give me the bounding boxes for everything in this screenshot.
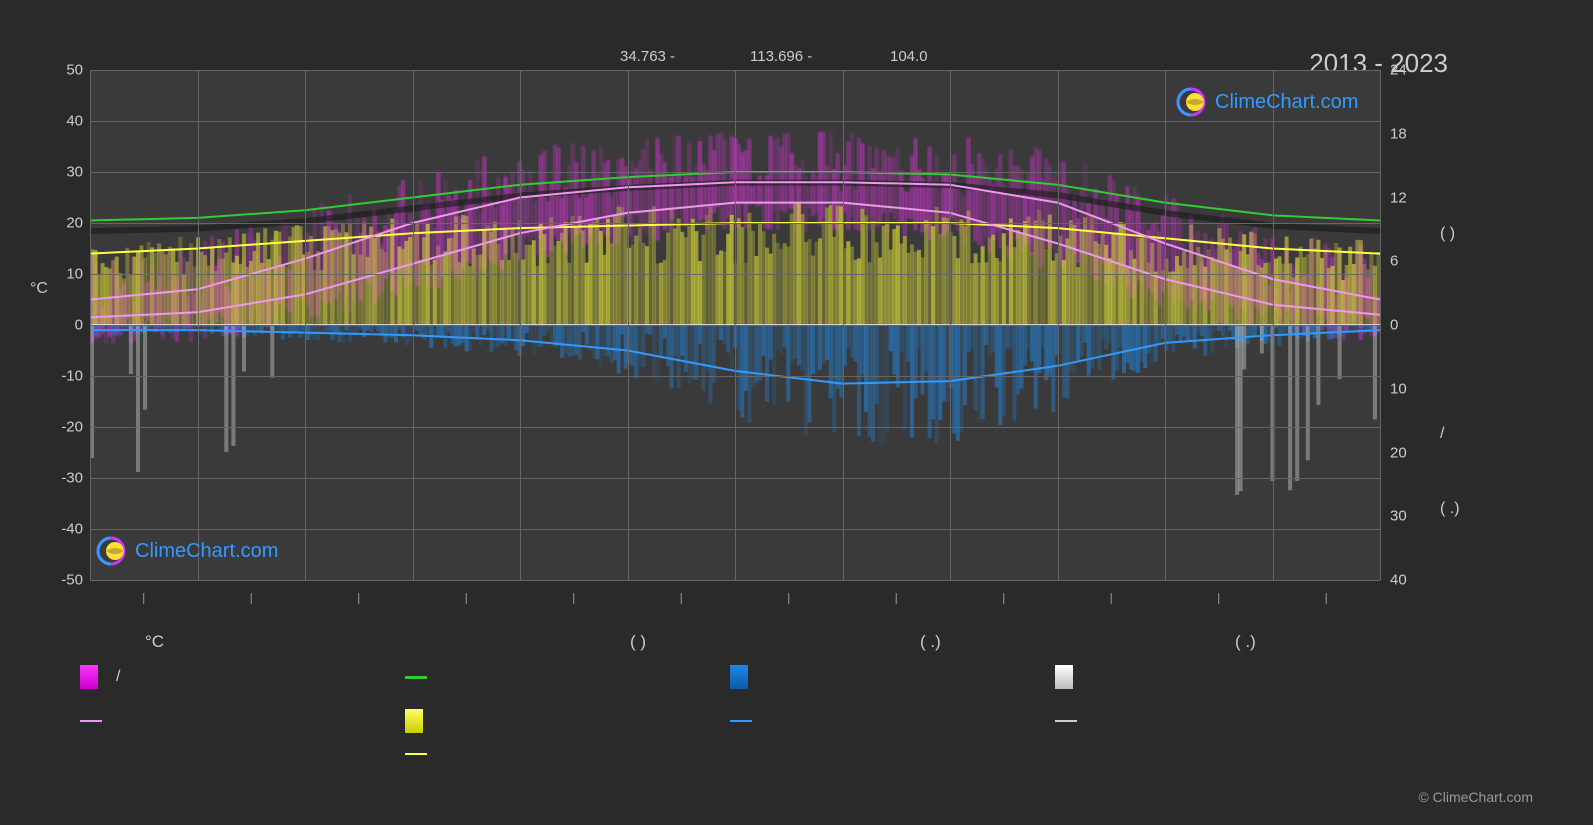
y-tick-right: 40: [1390, 572, 1430, 589]
month-label: 丨: [460, 590, 472, 607]
month-label: 丨: [138, 590, 150, 607]
logo-icon: [95, 535, 127, 567]
legend-label: /: [116, 668, 120, 686]
grid-line: [628, 70, 629, 580]
header-lat: 34.763 -: [620, 48, 675, 65]
legend-item: /: [80, 665, 405, 689]
month-label: 丨: [1213, 590, 1225, 607]
right-axis-bot-label: ( .): [1440, 500, 1460, 518]
month-label: 丨: [568, 590, 580, 607]
legend-item: [1055, 709, 1380, 733]
legend-swatch: [730, 720, 752, 722]
grid-line: [843, 70, 844, 580]
legend-item: [80, 753, 405, 755]
legend-swatch: [1055, 665, 1073, 689]
y-tick-right: 12: [1390, 189, 1430, 206]
grid-line: [1273, 70, 1274, 580]
legend-swatch: [405, 709, 423, 733]
month-label: 丨: [1320, 590, 1332, 607]
month-label: 丨: [890, 590, 902, 607]
footer-copyright: © ClimeChart.com: [1418, 789, 1533, 805]
grid-line: [520, 70, 521, 580]
y-tick-left: 20: [43, 215, 83, 232]
grid-line: [305, 70, 306, 580]
legend-header-2: ( ): [630, 632, 646, 652]
y-tick-right: 10: [1390, 380, 1430, 397]
grid-line: [90, 70, 91, 580]
y-tick-left: -40: [43, 521, 83, 538]
grid-line: [198, 70, 199, 580]
y-tick-right: 20: [1390, 444, 1430, 461]
y-tick-right: 6: [1390, 253, 1430, 270]
y-tick-left: -50: [43, 572, 83, 589]
legend-header-3: ( .): [920, 632, 941, 652]
y-axis-left-title: °C: [30, 280, 48, 298]
logo-bottom: ClimeChart.com: [95, 535, 278, 567]
legend-swatch: [80, 720, 102, 722]
right-axis-top-label: ( ): [1440, 225, 1455, 243]
month-label: 丨: [245, 590, 257, 607]
grid-line: [90, 580, 1380, 581]
legend-swatch: [405, 753, 427, 755]
legend-item: [730, 665, 1055, 689]
right-axis-slash: /: [1440, 425, 1444, 443]
grid-line: [950, 70, 951, 580]
legend-swatch: [1055, 720, 1077, 722]
month-label: 丨: [675, 590, 687, 607]
legend-item: [405, 709, 730, 733]
y-tick-left: 50: [43, 62, 83, 79]
y-tick-left: 30: [43, 164, 83, 181]
month-label: 丨: [783, 590, 795, 607]
chart-plot-area: [90, 70, 1380, 580]
y-tick-left: 10: [43, 266, 83, 283]
legend-swatch: [80, 665, 98, 689]
legend-header-1: °C: [145, 632, 164, 652]
month-label: 丨: [353, 590, 365, 607]
legend-swatch: [730, 665, 748, 689]
logo-top: ClimeChart.com: [1175, 86, 1358, 118]
grid-line: [1058, 70, 1059, 580]
y-tick-left: -20: [43, 419, 83, 436]
header-elev: 104.0: [890, 48, 928, 65]
logo-text: ClimeChart.com: [135, 540, 278, 563]
y-tick-right: 18: [1390, 125, 1430, 142]
y-tick-right: 30: [1390, 508, 1430, 525]
y-tick-left: -30: [43, 470, 83, 487]
month-label: 丨: [998, 590, 1010, 607]
logo-text: ClimeChart.com: [1215, 91, 1358, 114]
y-tick-right: 0: [1390, 317, 1430, 334]
grid-line: [1165, 70, 1166, 580]
y-tick-left: -10: [43, 368, 83, 385]
grid-line: [735, 70, 736, 580]
y-tick-left: 40: [43, 113, 83, 130]
header-lon: 113.696 -: [750, 48, 812, 65]
legend-item: [405, 665, 730, 689]
logo-icon: [1175, 86, 1207, 118]
legend-item: [1055, 665, 1380, 689]
month-label: 丨: [1105, 590, 1117, 607]
legend: /: [80, 665, 1380, 755]
legend-swatch: [405, 676, 427, 679]
grid-line: [1380, 70, 1381, 580]
grid-line: [413, 70, 414, 580]
y-tick-right: 24: [1390, 62, 1430, 79]
legend-header-4: ( .): [1235, 632, 1256, 652]
y-tick-left: 0: [43, 317, 83, 334]
legend-item: [730, 709, 1055, 733]
legend-item: [405, 753, 730, 755]
legend-item: [80, 709, 405, 733]
